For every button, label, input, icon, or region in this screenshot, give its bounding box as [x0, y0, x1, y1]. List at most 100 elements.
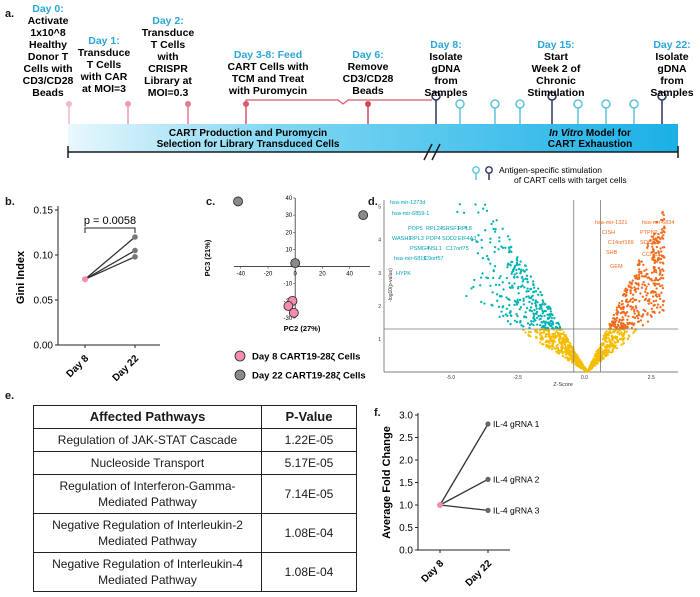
gini-series-line	[84, 236, 136, 280]
significance-bracket	[84, 227, 136, 233]
table-row: Nucleoside Transport 5.17E-05	[33, 451, 357, 475]
timeline-step-line: from	[660, 75, 683, 87]
fc-y-tick-label: 0.0	[399, 546, 413, 557]
panel-letter-e: e.	[5, 390, 15, 402]
pca-x-tick-label: -40	[236, 272, 245, 278]
timeline-step-line: Beads	[32, 87, 64, 99]
fc-y-tick-label: 0.5	[399, 523, 413, 534]
pca-legend-marker	[234, 369, 246, 381]
timeline-step-line: gDNA	[657, 63, 687, 75]
table-row: Regulation of Interferon-Gamma- Mediated …	[33, 474, 357, 514]
table-header-pathways: Affected Pathways	[33, 405, 262, 429]
stimulation-pin	[657, 91, 667, 124]
pathways-table: Affected Pathways P-Value Regulation of …	[33, 405, 357, 592]
timeline-step-line: Samples	[424, 87, 467, 99]
stimulation-pin	[431, 91, 441, 124]
timeline-step-day: Day 15:	[537, 39, 574, 51]
fc-y-tick-label: 2.5	[399, 433, 413, 444]
gene-label-low: hsa-mir-1273d	[390, 200, 425, 206]
timeline-step-line: at MOI=3	[82, 83, 126, 95]
timeline-break	[423, 143, 441, 161]
timeline-step-line: Stimulation	[527, 87, 584, 99]
volcano-y-tick-label: 1	[378, 337, 381, 343]
timeline-step-line: Transduce	[142, 27, 195, 39]
gene-label-low: NSL1	[428, 246, 442, 252]
timeline-step-line: Start	[544, 51, 568, 63]
pca-point	[233, 196, 243, 207]
fc-y-axis-label: Average Fold Change	[381, 426, 393, 539]
timeline-step-day: Day 8:	[430, 39, 462, 51]
timeline-step-line: Activate	[28, 15, 69, 27]
fc-series-line	[439, 423, 489, 506]
gene-label-low: PSMG4	[410, 246, 429, 252]
fc-point-day22	[485, 507, 491, 513]
fc-y-tick-label: 1.5	[399, 478, 413, 489]
timeline-step-day: Day 22:	[653, 39, 690, 51]
table-header-pvalue: P-Value	[261, 405, 357, 429]
pathway-cell: Regulation of JAK-STAT Cascade	[33, 428, 262, 452]
day3-8-bracket	[243, 99, 432, 124]
pvalue-cell: 1.08E-04	[261, 513, 357, 553]
volcano-points	[456, 203, 666, 374]
gene-label-low: C17orf75	[446, 246, 469, 252]
panel-letter-b: b.	[5, 196, 15, 208]
stimulation-pin	[629, 99, 639, 124]
bar-right-line2: CART Exhaustion	[548, 139, 632, 150]
x-tick-label: Day 22	[111, 353, 142, 384]
fc-point-day22	[485, 421, 491, 427]
pca-x-tick-label: 40	[346, 272, 353, 278]
gene-label-high: CCNC	[642, 252, 658, 258]
gini-point-day22	[132, 254, 138, 260]
timeline-step-line: Chronic	[536, 75, 576, 87]
stimulation-legend-icons	[472, 166, 493, 180]
timeline-step-line: Remove	[348, 61, 389, 73]
gene-label-high: PTPN2	[640, 230, 658, 236]
x-tick-label: Day 8	[64, 353, 91, 380]
gene-label-low: POP4	[426, 236, 441, 242]
gene-label-low: POP5	[408, 226, 423, 232]
timeline-step-line: Isolate	[429, 51, 462, 63]
volcano-x-tick-label: -2.5	[513, 375, 522, 381]
stimulation-pin	[547, 91, 557, 124]
day1-pin	[125, 101, 131, 124]
gene-label-high: SOCS1	[640, 240, 659, 246]
gene-label-low: C9orf57	[424, 256, 444, 262]
timeline-step-day: Day 3-8: Feed	[234, 49, 302, 61]
stimulation-pin	[515, 99, 525, 124]
gini-series-line	[84, 256, 136, 280]
pca-y-tick-label: 30	[286, 213, 293, 219]
y-tick-label: 0.00	[34, 341, 54, 352]
gene-label-high: C14orf169	[608, 240, 634, 246]
gene-label-low: hsa-mir-6859-1	[392, 211, 429, 217]
stimulation-pin	[490, 99, 500, 124]
pca-legend-label: Day 8 CART19-28ζ Cells	[252, 352, 360, 363]
gene-label-high: GEM	[610, 264, 623, 270]
table-row: Negative Regulation of Interleukin-4 Medi…	[33, 552, 357, 592]
pvalue-cell: 1.22E-05	[261, 428, 357, 452]
pvalue-cell: 5.17E-05	[261, 451, 357, 475]
volcano-plot: -5.0 -2.5 0.0 2.5 1 2 3 4 5 Z-Score -log10(p-value…	[378, 200, 678, 388]
timeline-step-line: T Cells	[151, 39, 186, 51]
timeline-step-line: Beads	[352, 85, 384, 97]
pca-y-axis-label: PC3 (21%)	[203, 239, 212, 276]
pca-y-tick-label: 40	[286, 196, 293, 202]
fc-series-label: IL-4 gRNA 1	[493, 419, 540, 429]
pathway-cell: Negative Regulation of Interleukin-2 Medi…	[33, 513, 262, 553]
gene-label-low: hsa-mir-6819	[394, 256, 426, 262]
stimulation-legend-line2: of CART cells with target cells	[514, 175, 627, 185]
timeline-step-line: from	[434, 75, 457, 87]
timeline-gradient-bar	[68, 124, 678, 152]
pca-y-tick-label: 20	[286, 230, 293, 236]
timeline-step-line: with Puromycin	[228, 85, 307, 97]
gene-label-low: RPL3	[410, 236, 424, 242]
gene-label-low: EIF4A3	[458, 236, 476, 242]
pca-y-tick-label: -30	[284, 316, 293, 322]
timeline-step-line: with CAR	[80, 71, 128, 83]
timeline-step-line: T Cells	[87, 59, 122, 71]
fc-series-line	[439, 478, 489, 506]
timeline-step-line: CD3/CD28	[343, 73, 394, 85]
timeline-step-line: Library at	[144, 75, 192, 87]
y-tick-label: 0.15	[34, 206, 54, 217]
table-row: Regulation of JAK-STAT Cascade 1.22E-05	[33, 428, 357, 452]
